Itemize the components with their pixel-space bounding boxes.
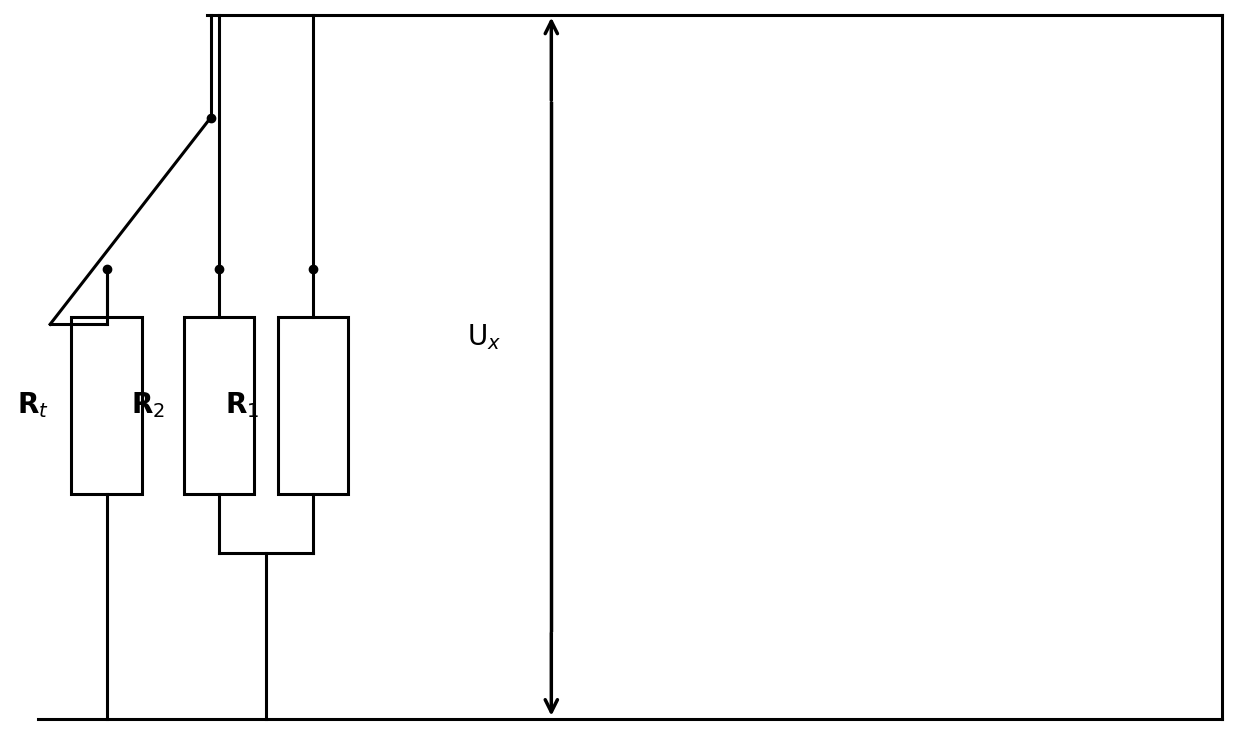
- Bar: [184, 317, 254, 494]
- Text: R$_1$: R$_1$: [226, 391, 259, 420]
- Bar: [71, 317, 142, 494]
- Text: U$_x$: U$_x$: [467, 322, 501, 352]
- Bar: [278, 317, 348, 494]
- Text: R$_t$: R$_t$: [18, 391, 49, 420]
- Text: R$_2$: R$_2$: [132, 391, 165, 420]
